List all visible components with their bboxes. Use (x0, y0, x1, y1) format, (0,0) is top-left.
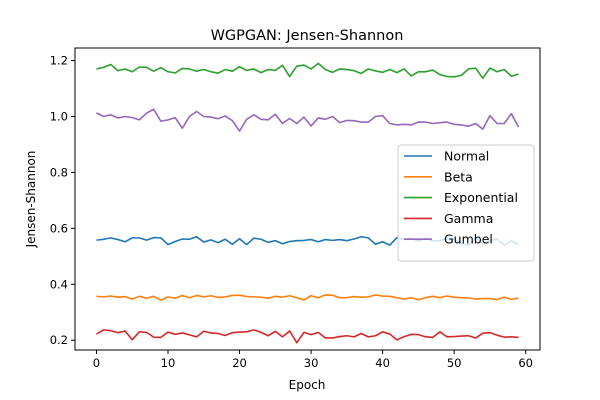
y-tick-label: 0.8 (50, 165, 68, 179)
series-line-gumbel (96, 108, 520, 132)
y-axis-label: Jensen-Shannon (24, 151, 38, 249)
chart-title: WGPGAN: Jensen-Shannon (211, 28, 404, 44)
x-tick-label: 50 (447, 356, 462, 370)
legend-label-gamma: Gamma (444, 211, 493, 226)
legend-label-gumbel: Gumbel (444, 232, 493, 247)
x-tick-label: 40 (375, 356, 390, 370)
legend: Normal Beta Exponential Gamma Gumbel (397, 144, 535, 262)
x-axis-label: Epoch (289, 378, 326, 392)
x-tick-label: 10 (161, 356, 176, 370)
legend-label-normal: Normal (444, 149, 489, 164)
x-tick-label: 30 (304, 356, 319, 370)
series-line-exponential (96, 62, 519, 79)
series-line-beta (96, 294, 519, 302)
legend-label-exponential: Exponential (444, 190, 518, 205)
y-tick-label: 1.0 (50, 110, 68, 124)
x-tick-label: 0 (93, 356, 100, 370)
x-axis: 0 10 20 30 40 50 60 (93, 350, 533, 370)
x-tick-label: 60 (518, 356, 533, 370)
y-tick-label: 1.2 (50, 54, 68, 68)
y-tick-label: 0.4 (50, 277, 68, 291)
y-axis: 0.2 0.4 0.6 0.8 1.0 1.2 (50, 54, 75, 347)
y-tick-label: 0.2 (50, 333, 68, 347)
y-tick-label: 0.6 (50, 221, 68, 235)
legend-label-beta: Beta (444, 169, 473, 184)
axes-frame (74, 47, 541, 351)
series-line-gamma (96, 329, 519, 344)
x-tick-label: 20 (232, 356, 247, 370)
legend-box (397, 144, 535, 262)
